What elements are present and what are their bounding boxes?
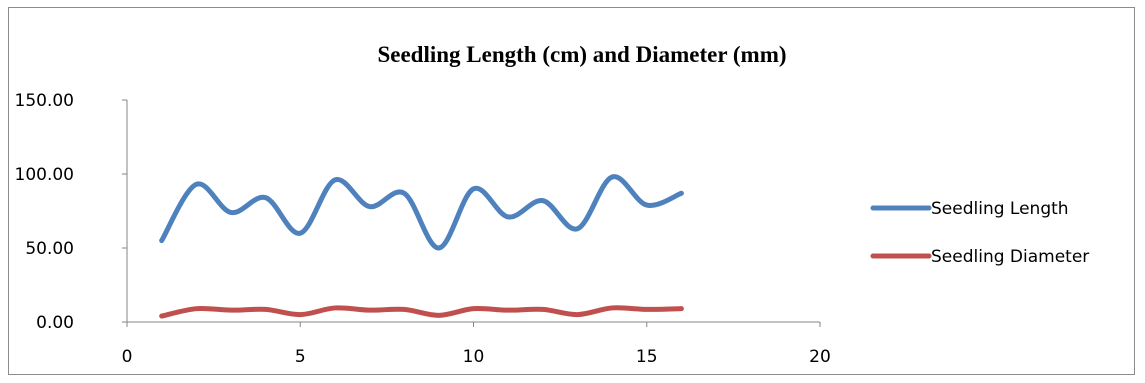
x-tick-label: 15	[636, 347, 658, 367]
y-tick-label: 150.00	[15, 91, 74, 111]
series-layer	[159, 174, 684, 319]
legend: Seedling Length Seedling Diameter	[870, 199, 1089, 267]
legend-label: Seedling Diameter	[931, 247, 1089, 267]
x-tick-label: 20	[809, 347, 831, 367]
axes: 0.00 50.00 100.00 150.00 0 5 10 15 20	[15, 91, 831, 367]
chart-title: Seedling Length (cm) and Diameter (mm)	[377, 42, 786, 67]
y-tick-label: 0.00	[36, 313, 74, 333]
x-tick-label: 10	[463, 347, 485, 367]
legend-label: Seedling Length	[931, 199, 1069, 219]
series-line-seedling-diameter	[159, 305, 684, 319]
y-tick-label: 100.00	[15, 165, 74, 185]
x-tick-label: 5	[295, 347, 306, 367]
y-tick-label: 50.00	[25, 239, 74, 259]
series-line-seedling-length	[159, 174, 684, 251]
x-tick-label: 0	[122, 347, 133, 367]
